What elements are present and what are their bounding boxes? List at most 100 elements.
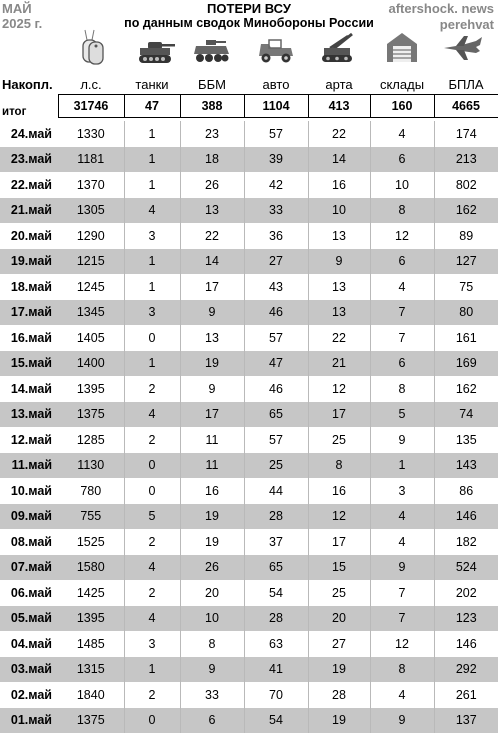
total-depots: 160 bbox=[370, 95, 434, 118]
row-date: 18.май bbox=[0, 274, 58, 300]
cell-drones: 202 bbox=[434, 580, 498, 606]
cell-tanks: 1 bbox=[124, 121, 180, 147]
cell-personnel: 1425 bbox=[58, 580, 124, 606]
cell-depots: 7 bbox=[370, 300, 434, 326]
col-header-depots: склады bbox=[370, 74, 434, 95]
cell-afv: 13 bbox=[180, 325, 244, 351]
drone-icon bbox=[440, 28, 486, 68]
cell-drones: 80 bbox=[434, 300, 498, 326]
row-date: 16.май bbox=[0, 325, 58, 351]
cell-depots: 9 bbox=[370, 555, 434, 581]
row-date: 23.май bbox=[0, 147, 58, 173]
cell-tanks: 1 bbox=[124, 147, 180, 173]
total-tanks: 47 bbox=[124, 95, 180, 118]
cell-personnel: 1580 bbox=[58, 555, 124, 581]
cell-tanks: 2 bbox=[124, 682, 180, 708]
cell-drones: 162 bbox=[434, 198, 498, 224]
dog-tag-icon bbox=[76, 28, 106, 68]
cell-artillery: 22 bbox=[308, 121, 370, 147]
cell-tanks: 2 bbox=[124, 427, 180, 453]
row-date: 24.май bbox=[0, 121, 58, 147]
warehouse-icon bbox=[384, 28, 420, 68]
cell-artillery: 17 bbox=[308, 529, 370, 555]
header: МАЙ 2025 г. ПОТЕРИ ВСУ по данным сводок … bbox=[0, 0, 498, 72]
cell-artillery: 25 bbox=[308, 427, 370, 453]
cell-depots: 8 bbox=[370, 657, 434, 683]
cell-artillery: 13 bbox=[308, 223, 370, 249]
row-date: 13.май bbox=[0, 402, 58, 428]
cell-depots: 6 bbox=[370, 249, 434, 275]
tank-icon bbox=[136, 28, 176, 68]
cell-depots: 9 bbox=[370, 427, 434, 453]
cell-vehicles: 36 bbox=[244, 223, 308, 249]
row-date: 19.май bbox=[0, 249, 58, 275]
cell-drones: 802 bbox=[434, 172, 498, 198]
col-header-vehicles: авто bbox=[244, 74, 308, 95]
cell-personnel: 1345 bbox=[58, 300, 124, 326]
cell-depots: 4 bbox=[370, 529, 434, 555]
cell-depots: 6 bbox=[370, 351, 434, 377]
col-header-afv: ББМ bbox=[180, 74, 244, 95]
cell-drones: 135 bbox=[434, 427, 498, 453]
cell-drones: 146 bbox=[434, 504, 498, 530]
cell-tanks: 3 bbox=[124, 223, 180, 249]
row-date: 08.май bbox=[0, 529, 58, 555]
cell-tanks: 4 bbox=[124, 606, 180, 632]
cell-personnel: 1400 bbox=[58, 351, 124, 377]
cell-tanks: 4 bbox=[124, 555, 180, 581]
cell-afv: 19 bbox=[180, 504, 244, 530]
cell-drones: 75 bbox=[434, 274, 498, 300]
cell-tanks: 0 bbox=[124, 325, 180, 351]
cell-drones: 524 bbox=[434, 555, 498, 581]
row-date: 14.май bbox=[0, 376, 58, 402]
cell-afv: 19 bbox=[180, 351, 244, 377]
cell-afv: 11 bbox=[180, 427, 244, 453]
cell-depots: 4 bbox=[370, 274, 434, 300]
cell-afv: 18 bbox=[180, 147, 244, 173]
row-date: 07.май bbox=[0, 555, 58, 581]
cell-tanks: 0 bbox=[124, 708, 180, 733]
jeep-icon bbox=[255, 28, 297, 68]
cell-personnel: 1395 bbox=[58, 376, 124, 402]
cell-personnel: 1305 bbox=[58, 198, 124, 224]
cell-artillery: 28 bbox=[308, 682, 370, 708]
cell-artillery: 12 bbox=[308, 376, 370, 402]
row-date: 04.май bbox=[0, 631, 58, 657]
cell-artillery: 16 bbox=[308, 172, 370, 198]
cell-vehicles: 42 bbox=[244, 172, 308, 198]
cell-personnel: 1330 bbox=[58, 121, 124, 147]
cell-personnel: 1485 bbox=[58, 631, 124, 657]
cell-personnel: 1245 bbox=[58, 274, 124, 300]
cell-personnel: 1525 bbox=[58, 529, 124, 555]
col-header-drones: БПЛА bbox=[434, 74, 498, 95]
cell-afv: 9 bbox=[180, 376, 244, 402]
total-vehicles: 1104 bbox=[244, 95, 308, 118]
cell-personnel: 780 bbox=[58, 478, 124, 504]
cell-personnel: 755 bbox=[58, 504, 124, 530]
cell-artillery: 21 bbox=[308, 351, 370, 377]
cell-depots: 3 bbox=[370, 478, 434, 504]
cell-vehicles: 28 bbox=[244, 606, 308, 632]
cell-vehicles: 57 bbox=[244, 121, 308, 147]
cell-drones: 162 bbox=[434, 376, 498, 402]
cell-depots: 1 bbox=[370, 453, 434, 479]
cell-drones: 127 bbox=[434, 249, 498, 275]
cell-vehicles: 44 bbox=[244, 478, 308, 504]
cell-drones: 161 bbox=[434, 325, 498, 351]
cell-artillery: 27 bbox=[308, 631, 370, 657]
